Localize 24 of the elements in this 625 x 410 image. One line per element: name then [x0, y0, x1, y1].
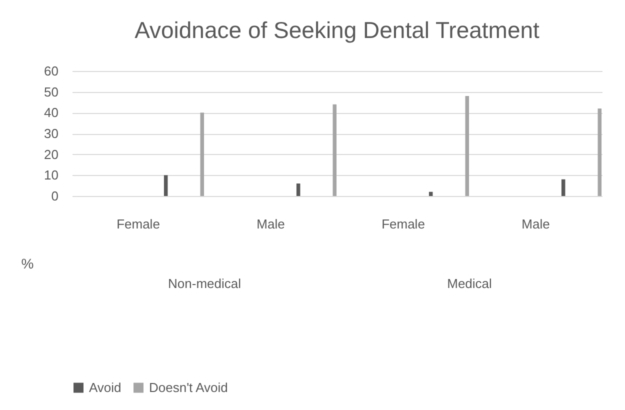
y-tick-label: 40 [44, 105, 58, 120]
y-tick-label: 30 [44, 126, 58, 141]
y-axis-title: % [21, 256, 34, 272]
bar [561, 179, 566, 196]
bar [200, 112, 204, 196]
legend-label: Avoid [89, 380, 122, 395]
text: Non-medical [168, 276, 242, 291]
bar [164, 175, 168, 196]
y-tick-label: 20 [44, 146, 58, 162]
text: Medical [447, 276, 492, 291]
bar [332, 104, 337, 196]
chart-title: Avoidnace of Seeking Dental Treatment [134, 17, 540, 43]
y-tick-label: 50 [44, 84, 58, 100]
bar [598, 108, 602, 196]
y-tick-label: 0 [51, 188, 58, 204]
x-tick-label: Female [382, 216, 425, 232]
x-tick-label: Male [522, 216, 550, 232]
bar [296, 184, 300, 196]
x-tick-label: Female [116, 216, 160, 232]
y-tick-label: 10 [44, 168, 58, 183]
x-tick-label: Male [256, 216, 285, 232]
y-tick-label: 60 [44, 64, 58, 78]
legend-label: Doesn't Avoid [149, 380, 228, 395]
bar [465, 96, 470, 196]
